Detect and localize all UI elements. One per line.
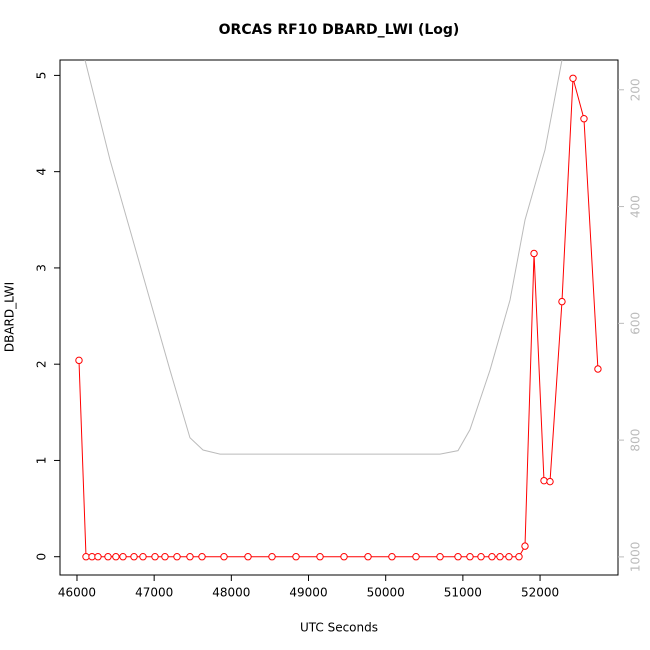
data-point [161,553,169,561]
data-point [515,553,523,561]
data-point [505,553,513,561]
data-point [412,553,420,561]
y-tick-label: 4 [35,168,49,176]
y2-tick-label: 1000 [629,542,643,573]
data-point [75,356,83,365]
data-point [364,553,372,561]
data-point [82,553,90,561]
data-point [173,553,181,561]
data-point [388,553,396,561]
data-point [220,553,228,561]
x-tick-label: 50000 [367,586,405,600]
y-tick-label: 1 [35,457,49,465]
data-point [496,553,504,561]
data-point [244,553,252,561]
data-point [436,553,444,561]
series-line [84,60,563,455]
data-point [569,74,577,82]
x-tick-label: 51000 [444,586,482,600]
data-point [94,553,102,561]
data-point [198,553,206,561]
data-point [268,553,276,561]
data-point [340,553,348,561]
y-tick-label: 3 [35,264,49,272]
x-tick-label: 47000 [135,586,173,600]
data-point [119,553,127,561]
x-tick-label: 46000 [58,586,96,600]
y-tick-label: 2 [35,360,49,368]
data-point [104,553,112,561]
data-point [186,553,194,561]
y2-tick-label: 800 [629,429,643,452]
data-point [558,297,566,306]
x-tick-label: 52000 [521,586,559,600]
y-axis-label: DBARD_LWI [3,282,17,352]
chart-title: ORCAS RF10 DBARD_LWI (Log) [219,22,460,38]
y-tick-label: 5 [35,72,49,80]
y2-tick-label: 600 [629,312,643,335]
y2-tick-label: 200 [629,78,643,101]
data-point [292,553,300,561]
plot-area [75,60,602,561]
data-point [466,553,474,561]
data-point [580,115,588,123]
data-point [151,553,159,561]
x-axis-label: UTC Seconds [300,621,378,635]
data-point [130,553,138,561]
x-tick-label: 48000 [212,586,250,600]
plot-frame [59,59,619,576]
y-tick-label: 0 [35,553,49,561]
y2-tick-label: 400 [629,195,643,218]
data-point [139,553,147,561]
data-point [540,476,548,485]
data-point [530,249,538,258]
data-point [488,553,496,561]
data-point [88,553,96,561]
data-point [521,542,529,550]
x-tick-label: 49000 [289,586,327,600]
data-point [477,553,485,561]
data-point [546,477,554,486]
data-point [454,553,462,561]
data-point [112,553,120,561]
data-point [316,553,324,561]
data-point [594,365,602,373]
